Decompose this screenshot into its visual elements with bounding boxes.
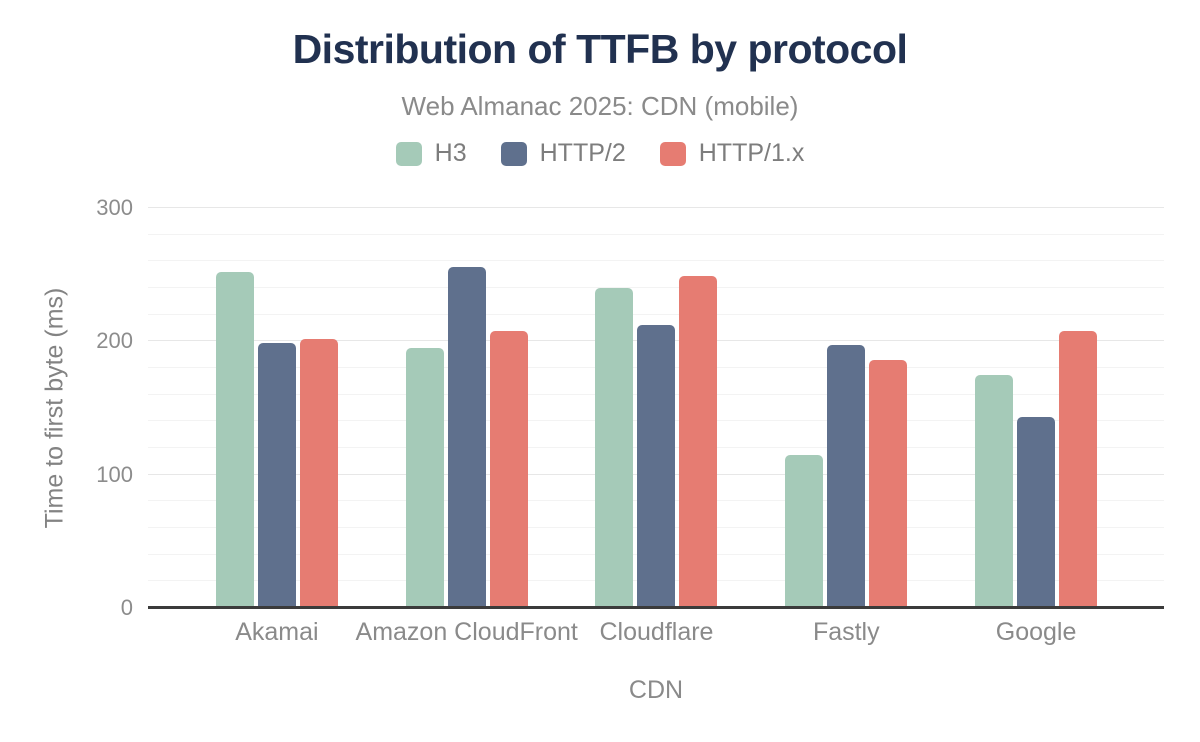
x-axis-title: CDN [628, 676, 684, 704]
bar-akamai-http-2 [257, 342, 296, 608]
legend-label-http-2: HTTP/2 [539, 139, 626, 167]
bar-google-http-1-x [1059, 330, 1098, 608]
legend-item-h3[interactable]: H3 [395, 139, 467, 168]
bar-fastly-http-2 [827, 345, 866, 608]
x-category-label-amazon-cloudfront: Amazon CloudFront [355, 618, 578, 646]
x-category-cell-amazon-cloudfront: Amazon CloudFront [356, 618, 578, 648]
gridline-220 [148, 313, 1164, 315]
y-tick-label-100: 100 [96, 461, 133, 487]
bar-akamai-http-1-x [299, 338, 338, 608]
x-axis-category-labels: Akamai Amazon CloudFront Cloudflare Fastly G… [182, 618, 1131, 648]
bar-google-http-2 [1017, 417, 1056, 608]
legend-swatch-h3 [395, 141, 422, 166]
chart-title: Distribution of TTFB by protocol [292, 26, 908, 72]
x-category-cell-akamai: Akamai [182, 618, 372, 648]
x-category-cell-fastly: Fastly [751, 618, 941, 648]
bar-amazon-cloudfront-h3 [405, 348, 444, 608]
bar-google-h3 [975, 374, 1014, 608]
legend-swatch-http-1-x [659, 141, 686, 166]
legend-item-http-2[interactable]: HTTP/2 [500, 139, 626, 168]
gridline-240 [148, 287, 1164, 288]
x-category-label-cloudflare: Cloudflare [599, 618, 714, 646]
legend-label-http-1-x: HTTP/1.x [698, 139, 805, 167]
bar-group-cloudflare [562, 208, 752, 608]
y-tick-label-300: 300 [96, 195, 133, 220]
legend-label-h3: H3 [434, 139, 467, 167]
plot-area [148, 207, 1164, 609]
y-tick-label-200: 200 [96, 328, 133, 354]
legend: H3 HTTP/2 HTTP/1.x [0, 139, 1200, 168]
x-category-cell-google: Google [941, 618, 1131, 648]
legend-item-http-1-x[interactable]: HTTP/1.x [659, 139, 805, 168]
x-category-label-fastly: Fastly [812, 618, 880, 646]
y-tick-label-0: 0 [120, 595, 133, 620]
bar-group-google [941, 208, 1131, 608]
x-category-label-google: Google [995, 618, 1077, 646]
bar-group-akamai [182, 208, 372, 608]
bar-cloudflare-http-2 [637, 325, 676, 608]
gridline-300 [148, 207, 1164, 208]
legend-swatch-http-2 [500, 141, 527, 166]
bar-amazon-cloudfront-http-1-x [489, 330, 528, 608]
bar-fastly-http-1-x [869, 360, 908, 608]
x-category-cell-cloudflare: Cloudflare [562, 618, 752, 648]
bar-groups [182, 208, 1131, 608]
gridline-260 [148, 260, 1164, 262]
bar-group-fastly [751, 208, 941, 608]
y-axis-tick-labels: 0 100 200 300 [0, 195, 133, 620]
bar-fastly-h3 [785, 454, 824, 608]
bar-amazon-cloudfront-http-2 [447, 266, 486, 608]
bar-cloudflare-http-1-x [679, 276, 718, 608]
bar-cloudflare-h3 [595, 288, 634, 608]
x-category-label-akamai: Akamai [235, 618, 319, 646]
x-axis-line [148, 606, 1164, 609]
gridline-280 [148, 233, 1164, 235]
bar-akamai-h3 [215, 272, 254, 608]
chart-subtitle: Web Almanac 2025: CDN (mobile) [401, 91, 799, 121]
bar-group-amazon-cloudfront [372, 208, 562, 608]
